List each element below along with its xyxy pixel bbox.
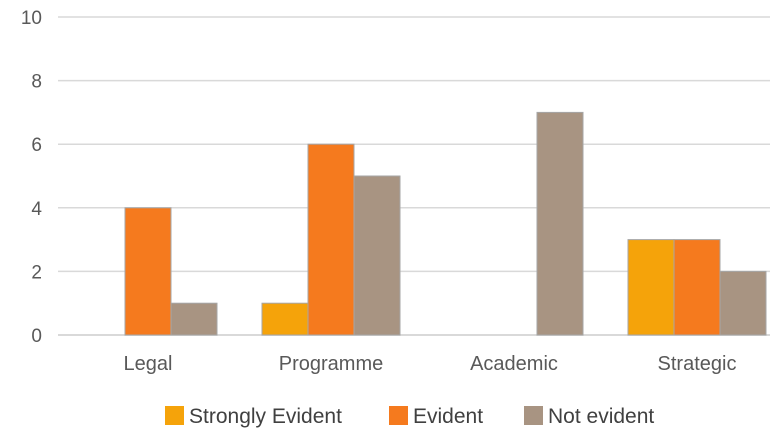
x-category-label: Legal	[124, 353, 173, 375]
y-tick-label: 6	[31, 135, 42, 156]
legend-label-strongly-evident: Strongly Evident	[189, 405, 342, 428]
y-tick-label: 10	[21, 8, 42, 29]
legend-label-evident: Evident	[413, 405, 483, 428]
y-tick-label: 8	[31, 72, 42, 93]
x-category-label: Academic	[470, 353, 558, 375]
legend-swatch-evident	[389, 406, 408, 425]
bar-strategic-strongly-evident	[627, 239, 675, 336]
bar-programme-not-evident	[353, 175, 401, 336]
y-tick-label: 4	[31, 199, 42, 220]
x-category-label: Programme	[279, 353, 383, 375]
bar-academic-not-evident	[536, 111, 584, 336]
bar-strategic-evident	[673, 239, 721, 336]
legend: Strongly Evident Evident Not evident	[165, 405, 654, 428]
y-tick-label: 0	[31, 326, 42, 347]
x-category-label: Strategic	[658, 353, 737, 375]
legend-swatch-not-evident	[524, 406, 543, 425]
y-tick-label: 2	[31, 262, 42, 283]
bar-programme-evident	[307, 143, 355, 336]
bar-legal-evident	[124, 207, 172, 336]
legend-swatch-strongly-evident	[165, 406, 184, 425]
bars	[124, 111, 767, 336]
y-axis-ticks: 0 2 4 6 8 10	[21, 8, 43, 347]
bar-legal-not-evident	[170, 302, 218, 336]
bar-programme-strongly-evident	[261, 302, 309, 336]
x-axis-categories: Legal Programme Academic Strategic	[124, 353, 737, 375]
legend-label-not-evident: Not evident	[548, 405, 654, 428]
bar-strategic-not-evident	[719, 270, 767, 336]
